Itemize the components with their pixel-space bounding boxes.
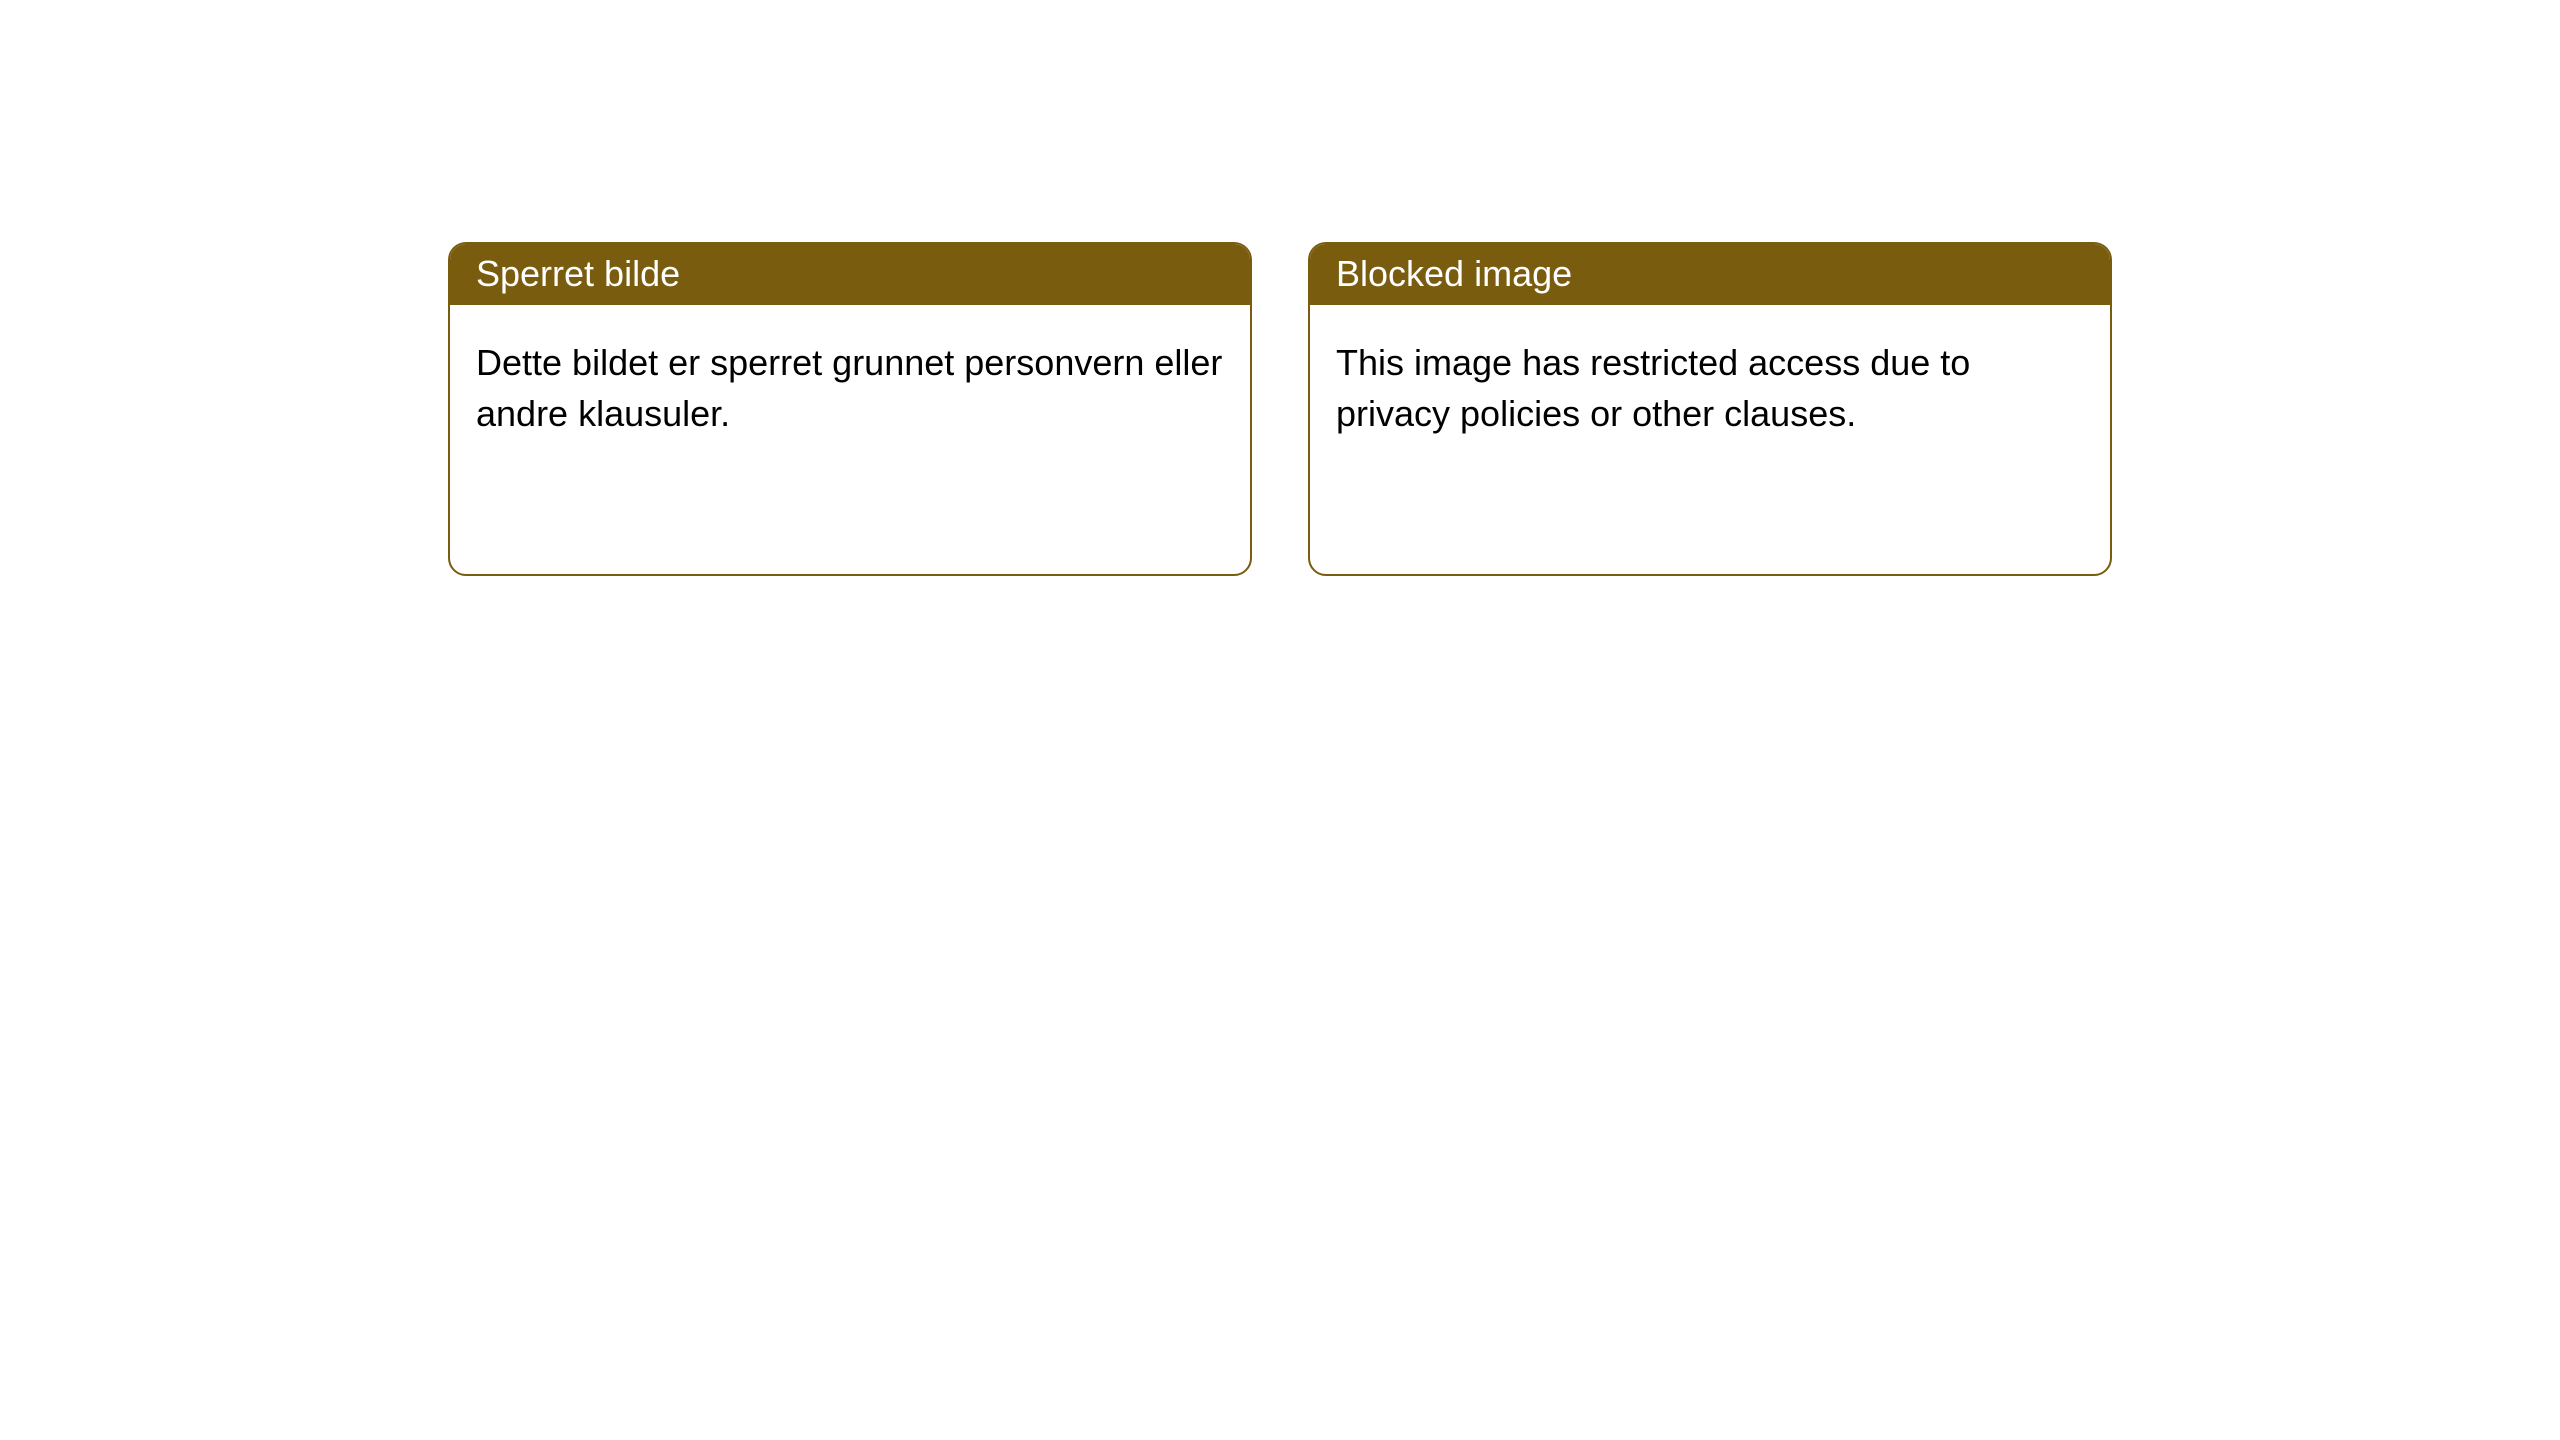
notice-body-norwegian: Dette bildet er sperret grunnet personve…: [450, 305, 1250, 471]
notice-container: Sperret bilde Dette bildet er sperret gr…: [0, 0, 2560, 576]
notice-box-english: Blocked image This image has restricted …: [1308, 242, 2112, 576]
notice-body-english: This image has restricted access due to …: [1310, 305, 2110, 471]
notice-header-english: Blocked image: [1310, 244, 2110, 305]
notice-header-norwegian: Sperret bilde: [450, 244, 1250, 305]
notice-box-norwegian: Sperret bilde Dette bildet er sperret gr…: [448, 242, 1252, 576]
